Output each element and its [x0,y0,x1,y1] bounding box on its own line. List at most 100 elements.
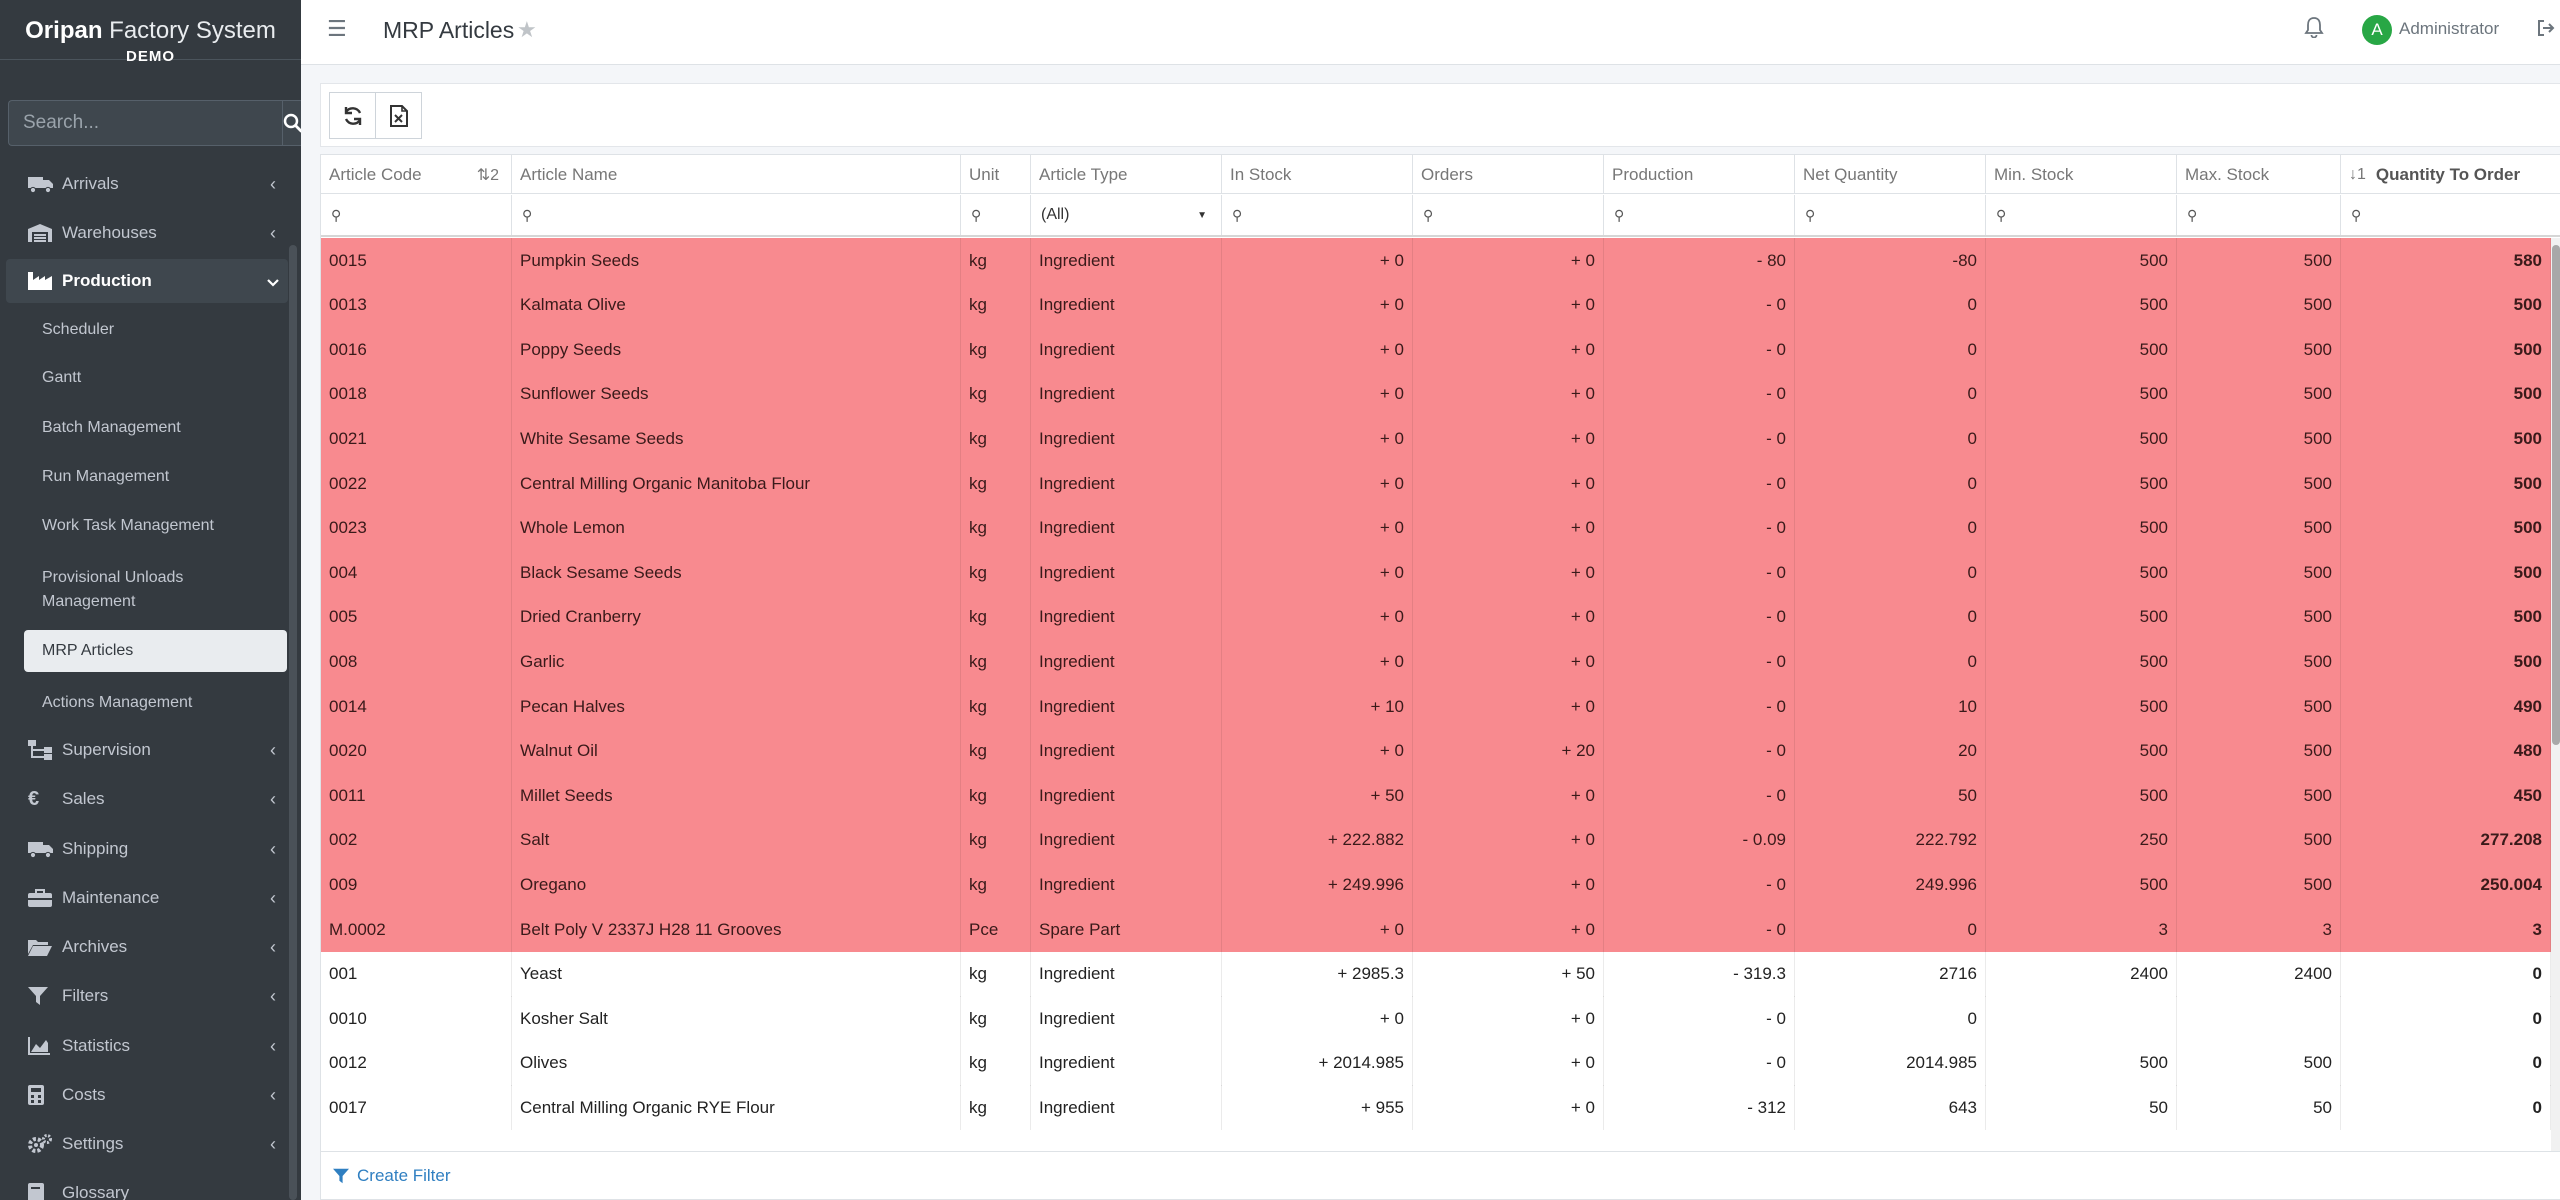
filter-icon [28,987,62,1005]
export-excel-button[interactable] [375,92,422,139]
sidebar-subitem-batch-management[interactable]: Batch Management [42,419,181,436]
filter-cell-production[interactable]: ⚲ [1604,195,1795,235]
table-row[interactable]: 0016 Poppy Seeds kg Ingredient + 0 + 0- 0 0 500… [321,327,2560,373]
cell-orders: + 0 [1413,238,1604,283]
sidebar-subitem-gantt[interactable]: Gantt [42,369,82,386]
sidebar-search-input[interactable] [8,100,282,146]
search-icon: ⚲ [1996,206,2007,223]
cell-in-stock: + 0 [1222,728,1413,774]
table-row[interactable]: 0014 Pecan Halves kg Ingredient + 10 + 0- 0 10… [321,684,2560,729]
column-header-max-stock[interactable]: Max. Stock [2177,155,2341,194]
column-header-quantity-to-order[interactable]: ↓1 Quantity To Order [2341,155,2560,194]
filter-cell-quantity-to-order[interactable]: ⚲ [2341,195,2560,235]
sidebar-item-filters[interactable]: Filters ‹ [6,974,288,1018]
cell-max-stock: 500 [2177,416,2341,462]
cell-unit: kg [961,728,1031,774]
column-header-orders[interactable]: Orders [1413,155,1604,194]
table-row[interactable]: 0023 Whole Lemon kg Ingredient + 0 + 0- 0 0 500… [321,505,2560,551]
filter-cell-article-type[interactable]: (All) ▼ [1031,195,1222,235]
cell-quantity-to-order: 500 [2341,594,2551,640]
table-row[interactable]: 0015 Pumpkin Seeds kg Ingredient + 0 + 0- 80-… [321,238,2560,283]
table-row[interactable]: 008 Garlic kg Ingredient + 0 + 0- 0 0 500 500 500 [321,639,2560,685]
sidebar-item-maintenance[interactable]: Maintenance ‹ [6,876,288,920]
sidebar-item-costs[interactable]: Costs ‹ [6,1073,288,1117]
column-header-net-quantity[interactable]: Net Quantity [1795,155,1986,194]
sidebar-scrollbar[interactable] [289,245,297,1200]
table-row[interactable]: 0018 Sunflower Seeds kg Ingredient + 0 + 0- 0… [321,371,2560,417]
cell-quantity-to-order: 500 [2341,327,2551,373]
column-header-article-code[interactable]: Article Code ⇅2 [321,155,512,194]
sidebar-subitem-provisional-unloads[interactable]: Provisional Unloads Management [42,569,184,610]
sidebar-item-archives[interactable]: Archives ‹ [6,925,288,969]
cell-min-stock [1986,996,2177,1042]
column-header-unit[interactable]: Unit [961,155,1031,194]
menu-toggle-icon[interactable]: ☰ [327,16,347,41]
cell-article-code: 009 [321,862,512,908]
sidebar-item-glossary[interactable]: Glossary [6,1171,288,1200]
filter-cell-net-quantity[interactable]: ⚲ [1795,195,1986,235]
favorite-star-icon[interactable]: ★ [517,17,537,42]
logout-icon[interactable] [2536,18,2556,43]
cell-unit: kg [961,371,1031,417]
cell-orders: + 0 [1413,773,1604,819]
table-row[interactable]: 001 Yeast kg Ingredient + 2985.3 + 50- 319.3 2… [321,951,2560,997]
table-row[interactable]: 002 Salt kg Ingredient + 222.882 + 0- 0.09 222… [321,817,2560,863]
table-row[interactable]: 004 Black Sesame Seeds kg Ingredient + 0 + 0-… [321,550,2560,596]
cell-net-quantity: 0 [1795,371,1986,417]
cell-article-type: Ingredient [1031,1040,1222,1086]
cell-net-quantity: 0 [1795,282,1986,328]
sidebar-subitem-scheduler[interactable]: Scheduler [42,321,115,338]
cell-min-stock: 2400 [1986,951,2177,997]
filter-cell-max-stock[interactable]: ⚲ [2177,195,2341,235]
table-row[interactable]: 0017 Central Milling Organic RYE Flour kg I… [321,1085,2560,1131]
table-row[interactable]: M.0002 Belt Poly V 2337J H28 11 Grooves Pc… [321,907,2560,952]
sidebar-item-production[interactable]: Production [6,259,288,303]
sidebar-subitem-mrp-articles[interactable]: MRP Articles [24,630,287,672]
table-row[interactable]: 009 Oregano kg Ingredient + 249.996 + 0- 0 249… [321,862,2560,908]
table-row[interactable]: 0020 Walnut Oil kg Ingredient + 0 + 20- 0 20 50… [321,728,2560,774]
table-row[interactable]: 0012 Olives kg Ingredient + 2014.985 + 0- 0 20… [321,1040,2560,1086]
sidebar-item-arrivals[interactable]: Arrivals ‹ [6,162,288,206]
table-row[interactable]: 0021 White Sesame Seeds kg Ingredient + 0 + 0… [321,416,2560,462]
column-header-min-stock[interactable]: Min. Stock [1986,155,2177,194]
cell-max-stock: 500 [2177,505,2341,551]
sidebar-item-statistics[interactable]: Statistics ‹ [6,1024,288,1068]
sidebar-subitem-run-management[interactable]: Run Management [42,468,170,485]
sidebar-item-settings[interactable]: Settings ‹ [6,1122,288,1166]
cell-article-code: 0015 [321,238,512,283]
user-name[interactable]: Administrator [2399,19,2500,38]
sidebar-item-shipping[interactable]: Shipping ‹ [6,827,288,871]
sidebar-item-sales[interactable]: € Sales ‹ [6,777,288,821]
sidebar-subitem-work-task-management[interactable]: Work Task Management [42,517,214,534]
sidebar-search-button[interactable] [282,100,301,146]
filter-cell-min-stock[interactable]: ⚲ [1986,195,2177,235]
avatar[interactable]: A [2362,15,2392,45]
sidebar-item-supervision[interactable]: Supervision ‹ [6,728,288,772]
refresh-button[interactable] [329,92,376,139]
cell-min-stock: 3 [1986,907,2177,952]
create-filter-link[interactable]: Create Filter [333,1166,451,1186]
sidebar-subitem-actions-management[interactable]: Actions Management [42,694,193,711]
column-header-in-stock[interactable]: In Stock [1222,155,1413,194]
column-header-article-type[interactable]: Article Type [1031,155,1222,194]
cell-unit: kg [961,1040,1031,1086]
notifications-bell-icon[interactable] [2304,16,2324,43]
grid-scrollbar-thumb[interactable] [2552,245,2560,745]
column-header-production[interactable]: Production [1604,155,1795,194]
table-row[interactable]: 0011 Millet Seeds kg Ingredient + 50 + 0- 0 50… [321,773,2560,819]
filter-cell-in-stock[interactable]: ⚲ [1222,195,1413,235]
filter-cell-unit[interactable]: ⚲ [961,195,1031,235]
filter-cell-article-code[interactable]: ⚲ [321,195,512,235]
sidebar-item-warehouses[interactable]: Warehouses ‹ [6,211,288,255]
filter-cell-orders[interactable]: ⚲ [1413,195,1604,235]
cell-article-name: Garlic [512,639,961,685]
brand[interactable]: Oripan Factory System DEMO [0,0,301,65]
column-header-article-name[interactable]: Article Name [512,155,961,194]
filter-cell-article-name[interactable]: ⚲ [512,195,961,235]
cell-production: - 0 [1604,505,1795,551]
table-row[interactable]: 0022 Central Milling Organic Manitoba Flo… [321,461,2560,506]
search-icon: ⚲ [1423,206,1434,223]
